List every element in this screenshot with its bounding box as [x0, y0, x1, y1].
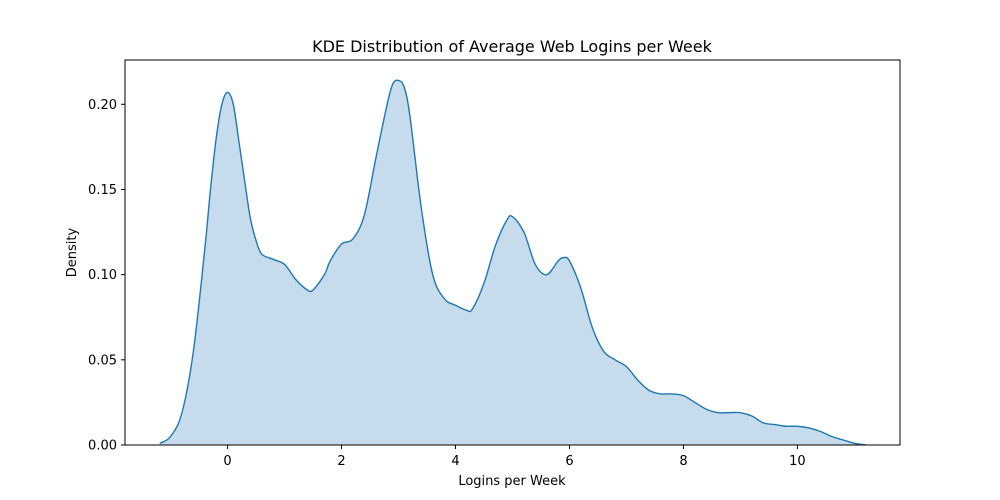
plot-area: [159, 79, 866, 446]
x-tick-label: 2: [337, 454, 345, 469]
y-tick-label: 0.05: [88, 353, 117, 368]
y-tick-label: 0.20: [88, 98, 117, 113]
x-axis: 0 2 4 6 8 10: [223, 445, 806, 469]
x-tick-label: 10: [789, 454, 806, 469]
kde-line: [159, 79, 866, 446]
y-axis-title: Density: [65, 227, 80, 277]
x-tick-label: 4: [451, 454, 459, 469]
x-tick-label: 0: [223, 454, 231, 469]
x-axis-title: Logins per Week: [458, 474, 566, 489]
y-tick-label: 0.15: [88, 183, 117, 198]
y-tick-label: 0.00: [88, 439, 117, 454]
x-tick-label: 8: [679, 454, 687, 469]
kde-area-fill: [159, 80, 866, 446]
x-tick-label: 6: [565, 454, 573, 469]
plot-frame: [124, 59, 901, 446]
y-tick-label: 0.10: [88, 268, 117, 283]
chart-title: KDE Distribution of Average Web Logins p…: [312, 37, 713, 56]
y-axis: 0.00 0.05 0.10 0.15 0.20: [88, 98, 125, 454]
